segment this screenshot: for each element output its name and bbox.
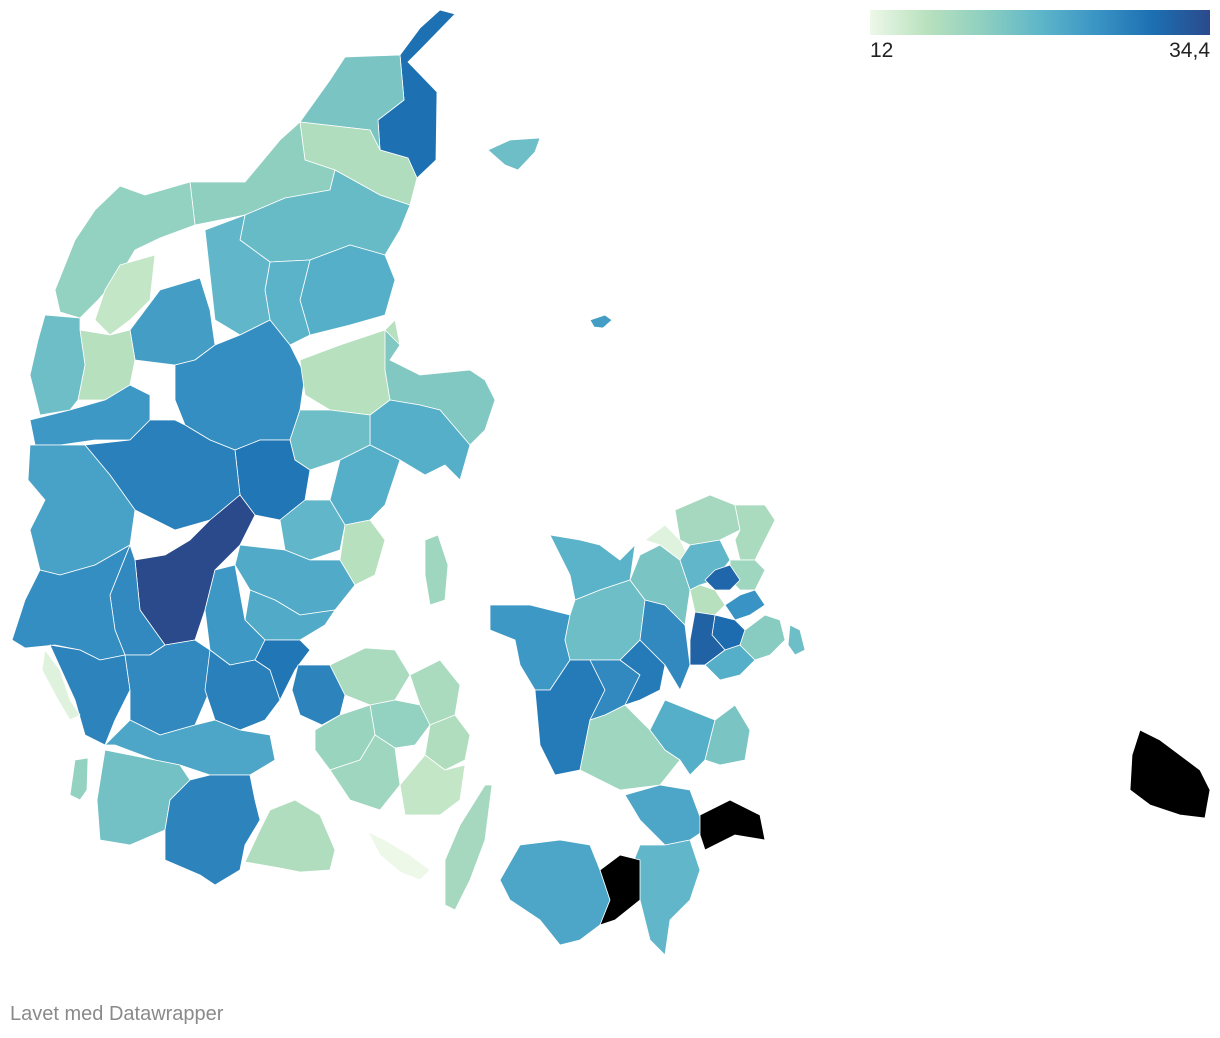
map-area[interactable]: Kalundborg [489, 604, 571, 691]
map-area[interactable]: Haderslev [104, 719, 276, 776]
map-area[interactable] [699, 799, 766, 851]
map-area[interactable]: Gribskov [674, 494, 741, 546]
map-area[interactable]: København [739, 614, 786, 661]
legend-gradient-bar [870, 10, 1210, 35]
map-area[interactable]: Fanø [41, 649, 81, 721]
attribution-credit: Lavet med Datawrapper [10, 1003, 224, 1025]
map-area[interactable]: Vordingborg [624, 784, 706, 846]
map-area[interactable]: Christiansø [69, 757, 89, 801]
map-area[interactable]: Langeland [444, 784, 493, 911]
map-area[interactable]: Bornholm [589, 314, 613, 329]
map-area[interactable] [599, 854, 641, 926]
legend-min-label: 12 [870, 39, 894, 62]
map-area[interactable]: Lemvig [29, 314, 86, 416]
map-area[interactable]: Esbjerg [49, 644, 131, 746]
map-area[interactable]: Furesø [724, 589, 766, 621]
map-area[interactable]: Kolding [204, 649, 281, 731]
map-area[interactable]: Svendborg [399, 754, 466, 816]
color-legend: 12 34,4 [870, 10, 1210, 69]
map-area[interactable]: Ærø [367, 831, 431, 881]
map-area[interactable]: Lolland [499, 839, 611, 946]
map-area[interactable]: Morsø [94, 254, 156, 336]
map-area[interactable]: Fredericia [254, 639, 311, 701]
map-area[interactable]: Helsingør [734, 504, 776, 561]
map-area[interactable]: Læsø [487, 137, 541, 171]
map-area[interactable]: Guldborgsund [629, 839, 701, 956]
map-area[interactable]: Dragør [787, 624, 806, 656]
map-area[interactable]: Vesthimmerland [204, 214, 271, 336]
map-area[interactable] [1129, 729, 1211, 819]
legend-labels: 12 34,4 [870, 39, 1210, 69]
map-area[interactable]: Aabenraa [164, 774, 261, 886]
map-area[interactable]: Thisted [54, 181, 196, 319]
map-area[interactable]: Stevns [704, 704, 751, 766]
map-area[interactable]: Faaborg-Midtfyn [329, 734, 401, 811]
map-area[interactable]: Sønderborg [244, 799, 336, 873]
legend-max-label: 34,4 [1169, 39, 1210, 62]
map-area[interactable]: Nordfyn [329, 647, 411, 706]
map-area[interactable]: Samsø [424, 534, 449, 606]
map-area[interactable]: Mariagerfjord [299, 244, 396, 336]
